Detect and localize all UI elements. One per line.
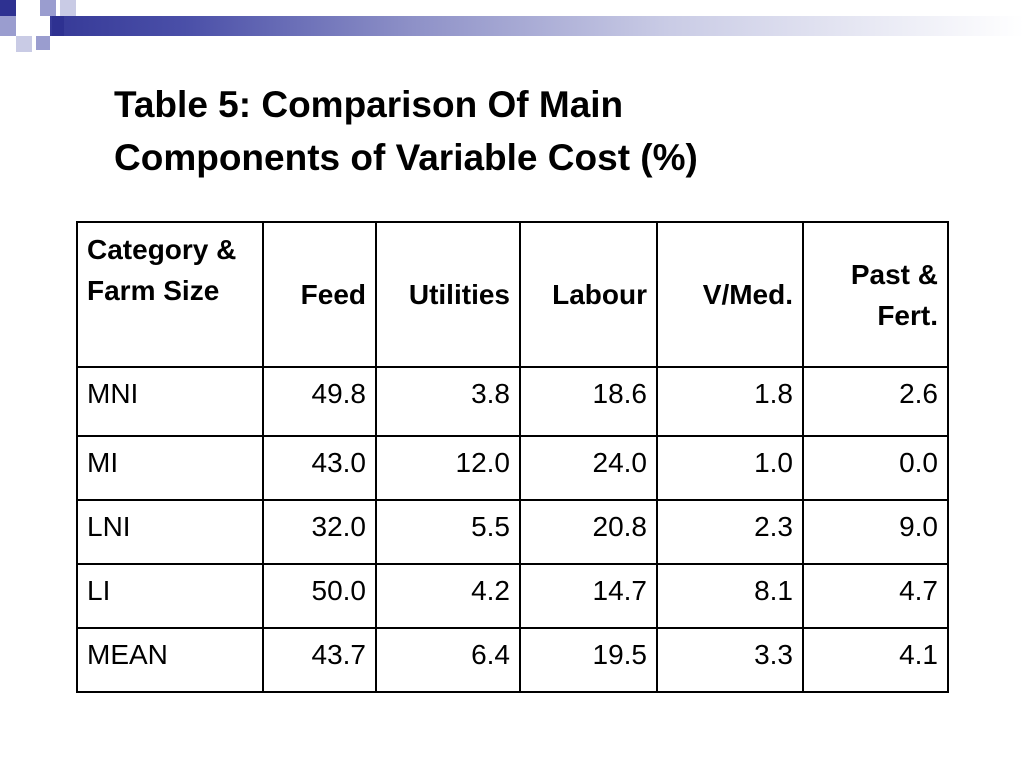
- cell-labour: 24.0: [519, 435, 658, 501]
- cell-past-fert: 4.7: [802, 563, 949, 629]
- cell-utilities: 5.5: [375, 499, 521, 565]
- row-label: LNI: [76, 499, 264, 565]
- header-past-fert: Past & Fert.: [802, 221, 949, 368]
- decor-square: [52, 16, 64, 36]
- cell-utilities: 12.0: [375, 435, 521, 501]
- cell-feed: 43.7: [262, 627, 377, 693]
- cell-vmed: 1.0: [656, 435, 804, 501]
- cell-feed: 50.0: [262, 563, 377, 629]
- cell-past-fert: 2.6: [802, 366, 949, 437]
- row-label: MEAN: [76, 627, 264, 693]
- decor-square: [60, 0, 76, 16]
- header-labour: Labour: [519, 221, 658, 368]
- decor-square: [36, 36, 50, 50]
- row-label: MI: [76, 435, 264, 501]
- table-row: MEAN 43.7 6.4 19.5 3.3 4.1: [76, 627, 949, 693]
- cell-vmed: 1.8: [656, 366, 804, 437]
- cell-labour: 18.6: [519, 366, 658, 437]
- cell-feed: 49.8: [262, 366, 377, 437]
- cell-past-fert: 0.0: [802, 435, 949, 501]
- row-label: LI: [76, 563, 264, 629]
- cell-utilities: 4.2: [375, 563, 521, 629]
- header-gradient-bar: [0, 16, 1024, 36]
- decor-square: [0, 16, 16, 36]
- cell-vmed: 8.1: [656, 563, 804, 629]
- cell-labour: 19.5: [519, 627, 658, 693]
- decor-square: [16, 0, 32, 16]
- cell-past-fert: 4.1: [802, 627, 949, 693]
- cell-labour: 14.7: [519, 563, 658, 629]
- table-row: LI 50.0 4.2 14.7 8.1 4.7: [76, 563, 949, 629]
- header-utilities: Utilities: [375, 221, 521, 368]
- variable-cost-table: Category & Farm Size Feed Utilities Labo…: [76, 221, 949, 693]
- decor-square: [32, 16, 50, 36]
- header-category: Category & Farm Size: [76, 221, 264, 368]
- slide-title: Table 5: Comparison Of Main Components o…: [114, 78, 974, 184]
- table-row: MNI 49.8 3.8 18.6 1.8 2.6: [76, 366, 949, 437]
- decor-square: [16, 16, 32, 36]
- header-feed: Feed: [262, 221, 377, 368]
- cell-vmed: 2.3: [656, 499, 804, 565]
- cell-utilities: 3.8: [375, 366, 521, 437]
- cell-feed: 43.0: [262, 435, 377, 501]
- table-row: LNI 32.0 5.5 20.8 2.3 9.0: [76, 499, 949, 565]
- decor-square: [40, 0, 56, 16]
- header-vmed: V/Med.: [656, 221, 804, 368]
- decor-square: [0, 0, 16, 16]
- cell-past-fert: 9.0: [802, 499, 949, 565]
- cell-feed: 32.0: [262, 499, 377, 565]
- cell-utilities: 6.4: [375, 627, 521, 693]
- cell-vmed: 3.3: [656, 627, 804, 693]
- table-header-row: Category & Farm Size Feed Utilities Labo…: [76, 221, 949, 368]
- decor-square: [16, 36, 32, 52]
- slide-title-line-1: Table 5: Comparison Of Main: [114, 84, 624, 125]
- cost-table-container: Category & Farm Size Feed Utilities Labo…: [76, 221, 949, 693]
- table-row: MI 43.0 12.0 24.0 1.0 0.0: [76, 435, 949, 501]
- slide-title-line-2: Components of Variable Cost (%): [114, 137, 698, 178]
- cell-labour: 20.8: [519, 499, 658, 565]
- row-label: MNI: [76, 366, 264, 437]
